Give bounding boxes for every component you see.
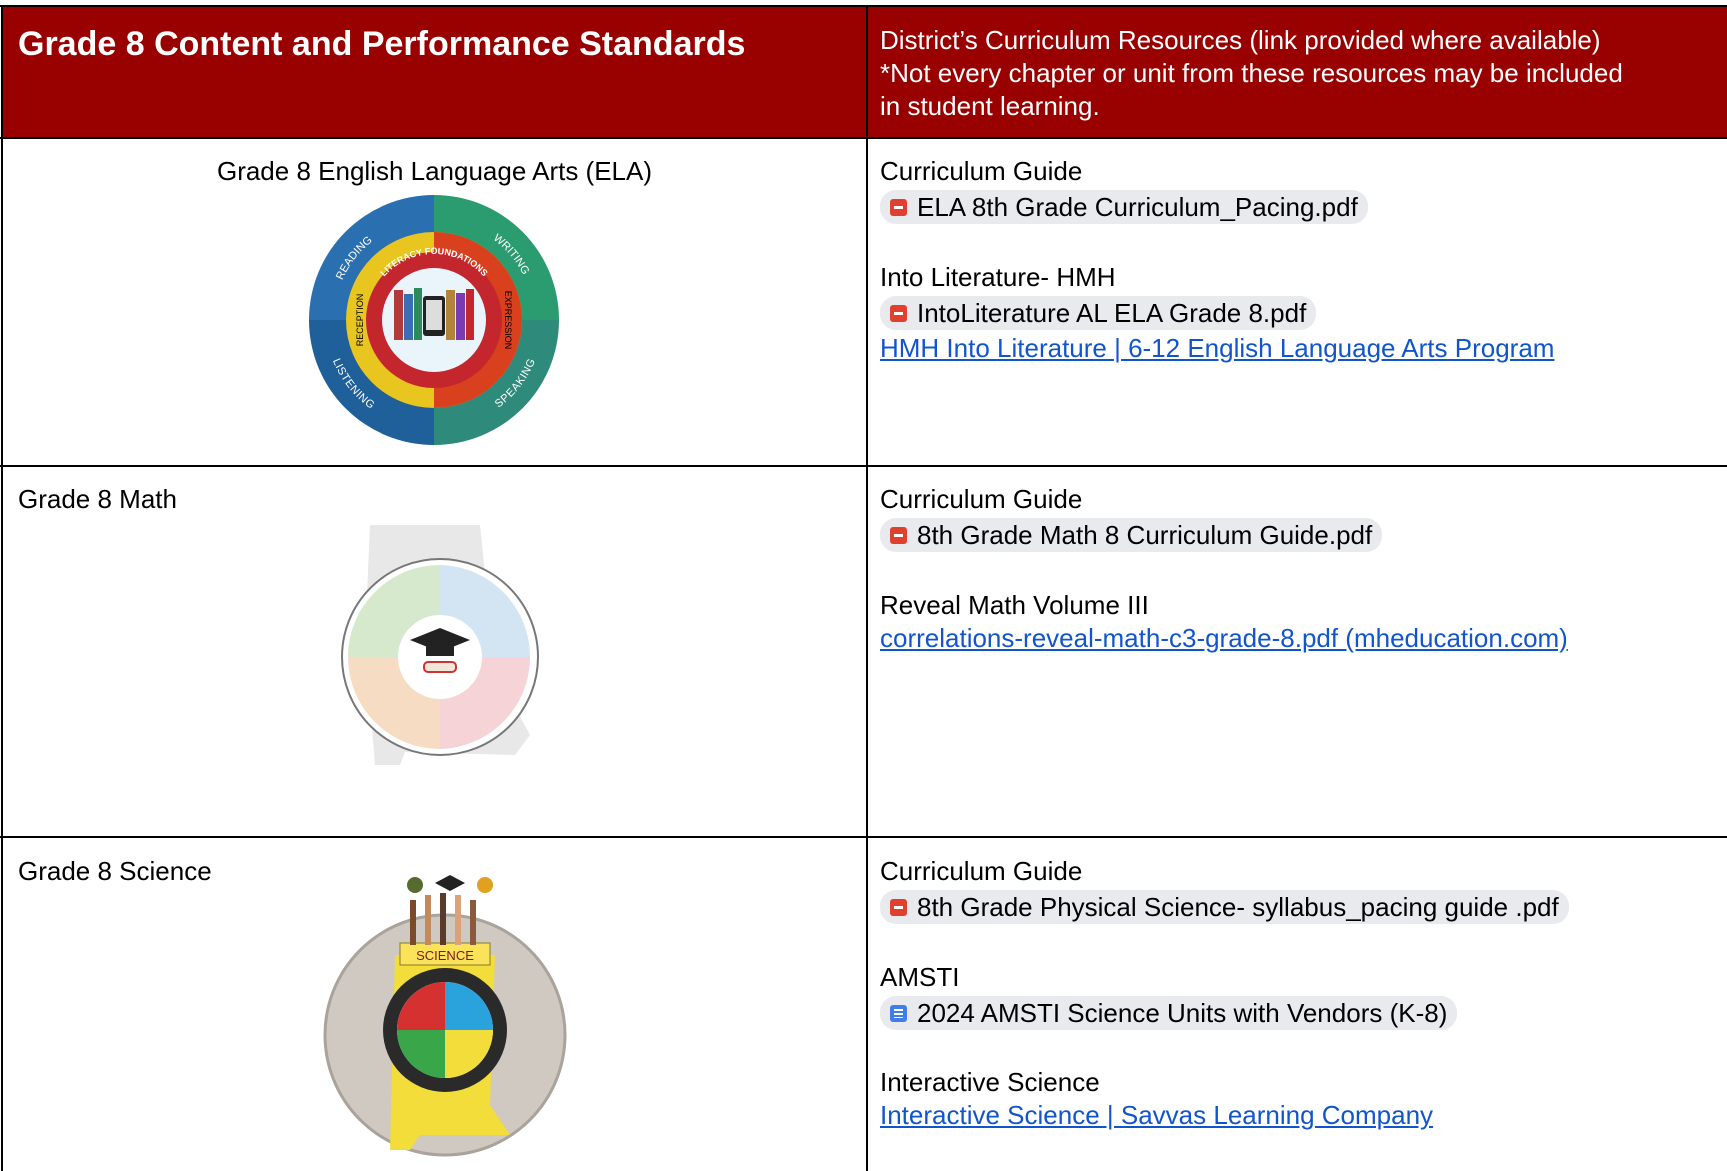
header-title: Grade 8 Content and Performance Standard… xyxy=(18,25,746,63)
shape: ELA 8th Grade Curriculum_Pacing.pdf xyxy=(880,190,1368,224)
shape xyxy=(426,644,454,656)
file-icon xyxy=(890,526,907,544)
emblem-label: EXPRESSION xyxy=(503,291,513,350)
doc-name[interactable]: 2024 AMSTI Science Units with Vendors (K… xyxy=(917,998,1448,1028)
file-icon xyxy=(890,898,907,916)
shape: correlations-reveal-math-c3-grade-8.pdf … xyxy=(880,623,1568,654)
shape xyxy=(470,900,476,945)
border xyxy=(0,836,1727,838)
file-name[interactable]: 8th Grade Math 8 Curriculum Guide.pdf xyxy=(917,520,1373,550)
file-chip[interactable]: IntoLiterature AL ELA Grade 8.pdf xyxy=(880,296,1317,330)
link[interactable]: correlations-reveal-math-c3-grade-8.pdf … xyxy=(880,623,1568,653)
header-note: District’s Curriculum Resources (link pr… xyxy=(880,25,1601,55)
file-chip[interactable]: 8th Grade Physical Science- syllabus_pac… xyxy=(880,890,1569,924)
science-emblem: SCIENCE xyxy=(323,875,567,1157)
shape xyxy=(466,289,474,340)
border xyxy=(1,5,3,1171)
shape xyxy=(425,895,431,945)
header-note: *Not every chapter or unit from these re… xyxy=(880,58,1623,121)
math-emblem xyxy=(341,525,539,765)
file-icon xyxy=(890,198,907,216)
file-name[interactable]: ELA 8th Grade Curriculum_Pacing.pdf xyxy=(917,192,1358,222)
file-icon xyxy=(890,304,907,322)
file-chip[interactable]: 8th Grade Math 8 Curriculum Guide.pdf xyxy=(880,518,1383,552)
shape xyxy=(455,895,461,945)
shape xyxy=(440,893,446,945)
shape: 8th Grade Physical Science- syllabus_pac… xyxy=(880,890,1569,924)
shape: 2024 AMSTI Science Units with Vendors (K… xyxy=(880,996,1458,1030)
shape xyxy=(410,900,416,945)
shape xyxy=(445,1030,493,1078)
shape xyxy=(414,288,422,340)
resource-heading: AMSTI xyxy=(880,962,960,992)
border xyxy=(866,5,868,1171)
link[interactable]: HMH Into Literature | 6-12 English Langu… xyxy=(880,333,1555,363)
file-icon xyxy=(890,1004,907,1022)
shape xyxy=(407,877,423,893)
shape xyxy=(397,1030,445,1078)
shape xyxy=(398,615,482,699)
shape: 8th Grade Math 8 Curriculum Guide.pdf xyxy=(880,518,1383,552)
resource-heading: Curriculum Guide xyxy=(880,156,1083,186)
resource-heading: Curriculum Guide xyxy=(880,484,1083,514)
border xyxy=(0,137,1727,139)
link[interactable]: Interactive Science | Savvas Learning Co… xyxy=(880,1100,1434,1130)
resource-heading: Into Literature- HMH xyxy=(880,262,1116,292)
shape xyxy=(404,294,413,340)
shape xyxy=(477,877,493,893)
resource-heading: Reveal Math Volume III xyxy=(880,590,1149,620)
border xyxy=(0,465,1727,467)
shape: HMH Into Literature | 6-12 English Langu… xyxy=(880,333,1554,364)
subject: Grade 8 English Language Arts (ELA) xyxy=(216,156,653,186)
resource-heading: Interactive Science xyxy=(880,1067,1100,1097)
shape xyxy=(394,290,403,340)
shape: IntoLiterature AL ELA Grade 8.pdf xyxy=(880,296,1317,330)
subject: Grade 8 Math xyxy=(18,484,177,514)
shape xyxy=(426,300,442,330)
shape xyxy=(456,293,465,340)
shape xyxy=(446,290,455,340)
emblem-label: RECEPTION xyxy=(355,294,365,347)
shape xyxy=(445,982,493,1030)
header xyxy=(2,6,1727,138)
shape xyxy=(397,982,445,1030)
border xyxy=(0,5,1727,7)
shape xyxy=(435,875,465,891)
doc-chip[interactable]: 2024 AMSTI Science Units with Vendors (K… xyxy=(880,996,1458,1030)
resource-heading: Curriculum Guide xyxy=(880,856,1083,886)
shape: Interactive Science | Savvas Learning Co… xyxy=(880,1100,1433,1131)
ela-emblem: READING WRITING LISTENING SPEAKING RECEP… xyxy=(309,195,559,445)
subject: Grade 8 Science xyxy=(18,856,212,886)
emblem-label: SCIENCE xyxy=(416,948,474,963)
shape xyxy=(410,628,470,652)
file-chip[interactable]: ELA 8th Grade Curriculum_Pacing.pdf xyxy=(880,190,1368,224)
file-name[interactable]: 8th Grade Physical Science- syllabus_pac… xyxy=(917,892,1559,922)
file-name[interactable]: IntoLiterature AL ELA Grade 8.pdf xyxy=(917,298,1307,328)
shape xyxy=(423,661,457,673)
